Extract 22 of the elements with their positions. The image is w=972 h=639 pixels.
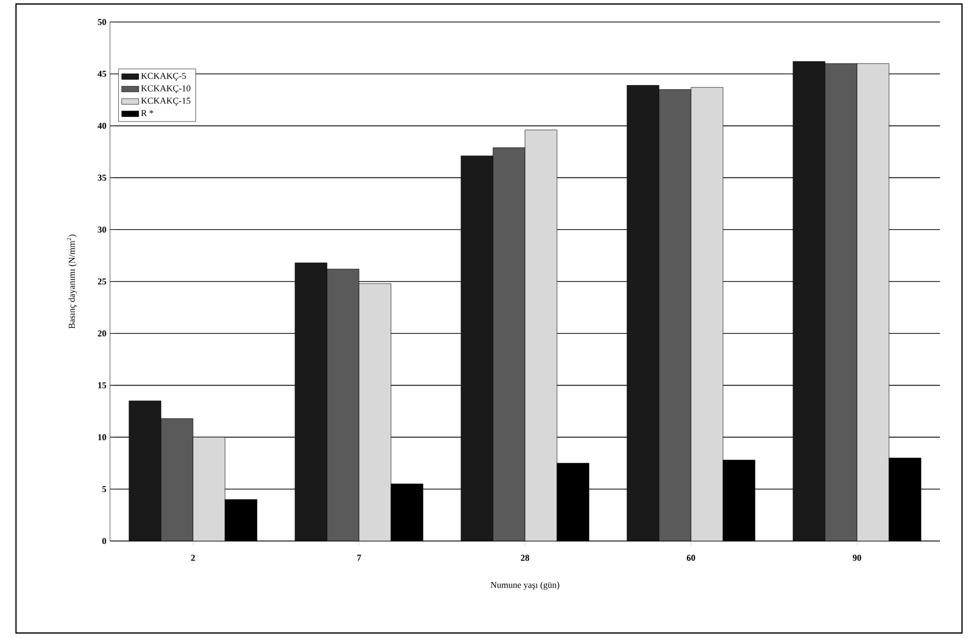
y-tick-label: 25 bbox=[98, 278, 106, 285]
x-tick-label: 60 bbox=[686, 554, 696, 561]
y-tick-label: 45 bbox=[98, 70, 106, 77]
legend-label: KCKAKÇ-15 bbox=[141, 98, 190, 106]
y-tick-label: 50 bbox=[98, 18, 106, 26]
y-axis-title: Basınç dayanımı (N/mm$^{2}$) bbox=[66, 234, 77, 329]
y-tick-label: 5 bbox=[102, 486, 106, 492]
legend-label: R * bbox=[141, 110, 154, 116]
x-tick-label: 28 bbox=[520, 554, 530, 561]
x-tick-label: 7 bbox=[357, 554, 362, 561]
y-tick-label: 35 bbox=[98, 174, 106, 181]
x-tick-label: 90 bbox=[852, 554, 862, 561]
y-tick-label: 0 bbox=[102, 538, 106, 544]
y-tick-label: 15 bbox=[98, 382, 106, 388]
legend-label: KCKAKÇ-10 bbox=[141, 85, 190, 94]
legend-label: KCKAKÇ-5 bbox=[141, 72, 186, 81]
x-axis-title: Numune yaşı (gün) bbox=[490, 582, 560, 590]
y-tick-label: 10 bbox=[98, 434, 106, 440]
y-tick-label: 20 bbox=[98, 330, 106, 336]
x-tick-label: 2 bbox=[191, 554, 195, 561]
y-tick-label: 30 bbox=[98, 226, 106, 233]
y-tick-label: 40 bbox=[98, 122, 106, 129]
